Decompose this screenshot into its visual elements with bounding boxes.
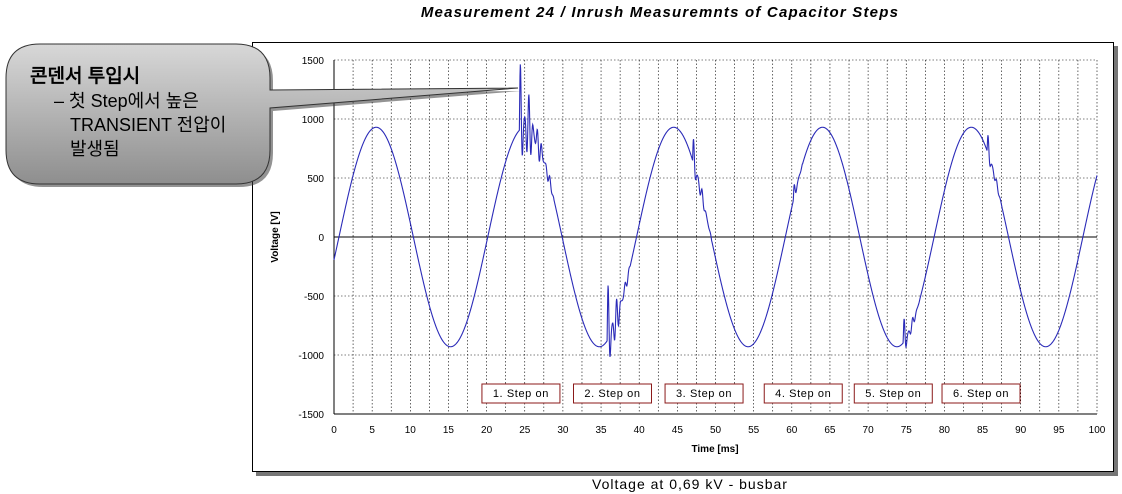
step-annotation-2: 2. Step on: [572, 383, 652, 404]
step-annotation-box: [572, 383, 652, 404]
x-tick-label: 55: [748, 425, 760, 436]
x-tick-label: 80: [939, 425, 951, 436]
step-annotation-box: [481, 383, 561, 404]
x-tick-label: 75: [901, 425, 913, 436]
x-tick-label: 40: [634, 425, 646, 436]
y-tick-label: 1000: [302, 115, 325, 126]
annotation-group: 1. Step on 2. Step on 3. Step on 4. Step on…: [481, 383, 1021, 404]
x-tick-label: 25: [519, 425, 531, 436]
x-tick-label: 85: [977, 425, 989, 436]
step-annotation-label: 1. Step on: [493, 388, 549, 400]
x-axis-label: Time [ms]: [691, 444, 738, 455]
chart-title: Measurement 24 / Inrush Measuremnts of C…: [420, 4, 900, 21]
x-tick-label: 65: [824, 425, 836, 436]
callout-line-1: – 첫 Step에서 높은: [54, 91, 199, 111]
x-tick-label: 70: [863, 425, 875, 436]
step-annotation-label: 5. Step on: [865, 388, 921, 400]
x-tick-label: 10: [405, 425, 417, 436]
callout-line-2: TRANSIENT 전압이: [70, 115, 227, 135]
step-annotation-5: 5. Step on: [853, 383, 933, 404]
step-annotation-label: 3. Step on: [676, 388, 732, 400]
y-tick-label: -500: [304, 292, 324, 303]
x-tick-label: 45: [672, 425, 684, 436]
x-tick-label: 95: [1053, 425, 1065, 436]
x-tick-label: 100: [1089, 425, 1106, 436]
step-annotation-4: 4. Step on: [763, 383, 843, 404]
x-tick-label: 30: [557, 425, 569, 436]
y-tick-label: 1500: [302, 56, 325, 67]
y-tick-label: -1500: [298, 410, 324, 421]
x-tick-label: 0: [331, 425, 337, 436]
x-tick-label: 35: [595, 425, 607, 436]
axes: [333, 60, 1097, 415]
step-annotation-box: [763, 383, 843, 404]
x-tick-label: 15: [443, 425, 455, 436]
y-tick-label: -1000: [298, 351, 324, 362]
step-annotation-box: [941, 383, 1021, 404]
callout-heading: 콘덴서 투입시: [30, 66, 141, 87]
step-annotation-3: 3. Step on: [664, 383, 744, 404]
callout-line-3: 발생됨: [70, 139, 120, 159]
step-annotation-1: 1. Step on: [481, 383, 561, 404]
y-tick-label: 500: [307, 174, 324, 185]
step-annotation-label: 2. Step on: [584, 388, 640, 400]
y-tick-label: 0: [318, 233, 324, 244]
series-group: [333, 64, 1098, 357]
x-tick-label: 20: [481, 425, 493, 436]
callout-text: 콘덴서 투입시 – 첫 Step에서 높은 TRANSIENT 전압이 발생됨: [30, 64, 270, 161]
step-annotation-label: 6. Step on: [953, 388, 1009, 400]
callout-bubble: [5, 43, 521, 187]
step-annotation-box: [664, 383, 744, 404]
step-annotation-label: 4. Step on: [775, 388, 831, 400]
x-tick-label: 5: [369, 425, 375, 436]
tick-labels: 0 5 10 15 20 25 30 35 40 45 50 55 60 65 70 75 80 85 90 95 10…: [298, 56, 1105, 436]
step-annotation-box: [853, 383, 933, 404]
step-annotation-6: 6. Step on: [941, 383, 1021, 404]
x-tick-label: 60: [786, 425, 798, 436]
x-tick-label: 50: [710, 425, 722, 436]
chart-caption: Voltage at 0,69 kV - busbar: [592, 476, 788, 492]
voltage-series-line: [333, 64, 1098, 357]
x-tick-label: 90: [1015, 425, 1027, 436]
y-axis-label: Voltage [V]: [270, 211, 281, 262]
